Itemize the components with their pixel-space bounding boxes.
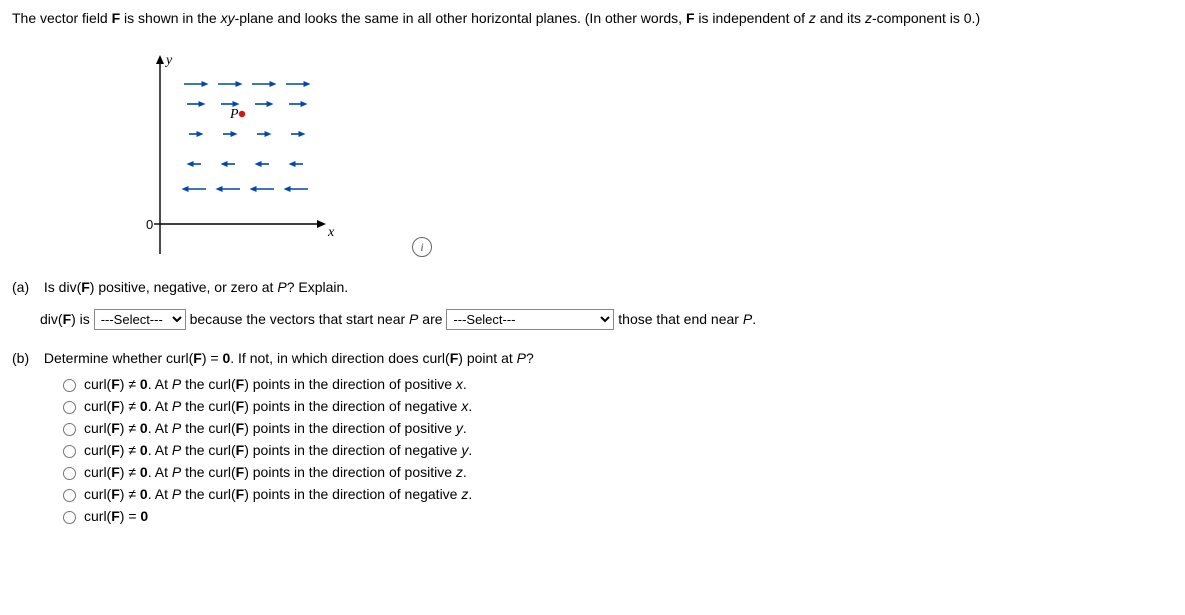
option-label: curl(F) = 0 (84, 508, 148, 524)
text: -plane and looks the same in all other h… (235, 10, 686, 26)
part-label: (a) (12, 279, 40, 295)
text: -component is 0.) (872, 10, 980, 26)
option-row: curl(F) ≠ 0. At P the curl(F) points in … (58, 420, 1173, 436)
option-label: curl(F) ≠ 0. At P the curl(F) points in … (84, 376, 467, 392)
select-vector-compare[interactable]: ---Select--- (446, 309, 614, 330)
select-div-sign[interactable]: ---Select--- (94, 309, 186, 330)
text: The vector field (12, 10, 112, 26)
option-radio[interactable] (63, 379, 76, 392)
option-row: curl(F) ≠ 0. At P the curl(F) points in … (58, 442, 1173, 458)
option-row: curl(F) ≠ 0. At P the curl(F) points in … (58, 486, 1173, 502)
problem-statement: The vector field F is shown in the xy-pl… (12, 8, 1173, 29)
figure-container: y x 0 P i (112, 49, 1173, 259)
var-z: z (865, 10, 872, 26)
option-radio[interactable] (63, 423, 76, 436)
text: is independent of (695, 10, 809, 26)
option-row: curl(F) = 0 (58, 508, 1173, 524)
option-radio[interactable] (63, 445, 76, 458)
part-a-question: Is div(F) positive, negative, or zero at… (44, 279, 1144, 295)
option-label: curl(F) ≠ 0. At P the curl(F) points in … (84, 486, 472, 502)
svg-text:y: y (164, 53, 173, 68)
option-label: curl(F) ≠ 0. At P the curl(F) points in … (84, 398, 472, 414)
option-row: curl(F) ≠ 0. At P the curl(F) points in … (58, 398, 1173, 414)
vector-field-figure: y x 0 P (112, 49, 352, 259)
text: and its (816, 10, 865, 26)
option-radio[interactable] (63, 467, 76, 480)
option-label: curl(F) ≠ 0. At P the curl(F) points in … (84, 442, 472, 458)
option-row: curl(F) ≠ 0. At P the curl(F) points in … (58, 464, 1173, 480)
svg-text:x: x (327, 225, 335, 240)
xy: xy (221, 10, 235, 26)
option-radio[interactable] (63, 401, 76, 414)
option-label: curl(F) ≠ 0. At P the curl(F) points in … (84, 464, 467, 480)
svg-text:P: P (229, 107, 239, 122)
option-row: curl(F) ≠ 0. At P the curl(F) points in … (58, 376, 1173, 392)
info-icon[interactable]: i (412, 237, 432, 257)
option-radio[interactable] (63, 511, 76, 524)
part-a: (a) Is div(F) positive, negative, or zer… (12, 279, 1173, 330)
text: is shown in the (120, 10, 220, 26)
svg-text:0: 0 (146, 217, 153, 232)
part-b: (b) Determine whether curl(F) = 0. If no… (12, 350, 1173, 524)
option-radio[interactable] (63, 489, 76, 502)
vector-F: F (686, 10, 695, 26)
part-a-fillblank: div(F) is ---Select--- because the vecto… (40, 309, 1173, 330)
part-b-question: Determine whether curl(F) = 0. If not, i… (44, 350, 1144, 366)
option-label: curl(F) ≠ 0. At P the curl(F) points in … (84, 420, 467, 436)
vector-F: F (112, 10, 121, 26)
part-label: (b) (12, 350, 40, 366)
part-b-options: curl(F) ≠ 0. At P the curl(F) points in … (58, 376, 1173, 524)
var-z: z (809, 10, 816, 26)
